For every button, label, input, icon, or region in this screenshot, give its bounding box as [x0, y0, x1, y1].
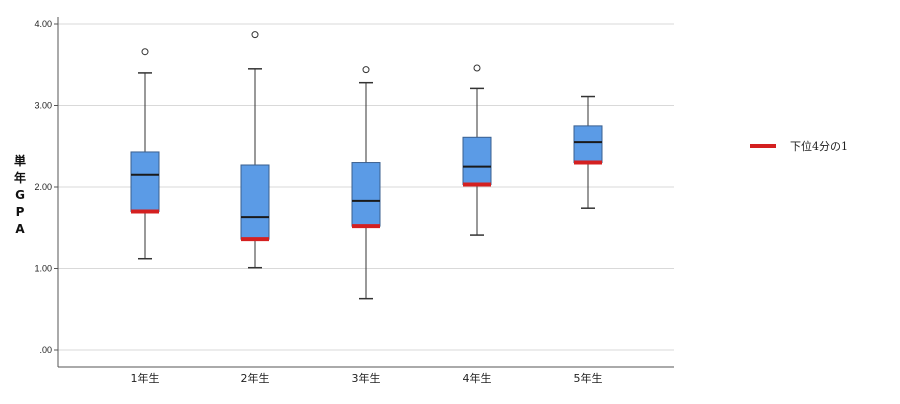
x-tick-label: 5年生: [574, 371, 603, 385]
y-axis-label-char: G: [15, 188, 25, 202]
x-tick-label: 4年生: [463, 371, 492, 385]
x-tick-label: 3年生: [352, 371, 381, 385]
legend: 下位4分の1: [750, 139, 848, 153]
box-2: [240, 31, 270, 269]
outlier-point: [362, 66, 370, 74]
iqr-box: [462, 136, 492, 186]
box-1: [130, 48, 160, 260]
y-tick-label: 4.00: [34, 19, 52, 29]
x-tick-label: 1年生: [131, 371, 160, 385]
y-axis-label-char: P: [16, 205, 25, 219]
axes: [54, 17, 674, 368]
boxes: [130, 31, 603, 300]
box-4: [462, 64, 492, 236]
iqr-box: [573, 125, 603, 164]
x-tick-label: 2年生: [241, 371, 270, 385]
y-tick-label: 3.00: [34, 101, 52, 111]
y-tick-labels: .00 1.00 2.00 3.00 4.00: [34, 19, 52, 355]
iqr-box: [351, 162, 381, 227]
box-5: [573, 95, 603, 209]
y-axis-label-char: 単: [14, 153, 26, 168]
legend-label: 下位4分の1: [790, 139, 848, 153]
outlier-point: [141, 48, 149, 56]
box-3: [351, 66, 381, 300]
y-axis-label-char: A: [15, 222, 25, 236]
x-tick-labels: 1年生 2年生 3年生 4年生 5年生: [131, 371, 603, 385]
y-tick-label: 2.00: [34, 182, 52, 192]
outlier-point: [251, 31, 259, 39]
iqr-box: [130, 151, 160, 212]
y-tick-label: 1.00: [34, 264, 52, 274]
outlier-point: [473, 64, 481, 72]
y-axis-label-char: 年: [14, 170, 26, 185]
iqr-box: [240, 164, 270, 240]
y-tick-label: .00: [39, 345, 52, 355]
